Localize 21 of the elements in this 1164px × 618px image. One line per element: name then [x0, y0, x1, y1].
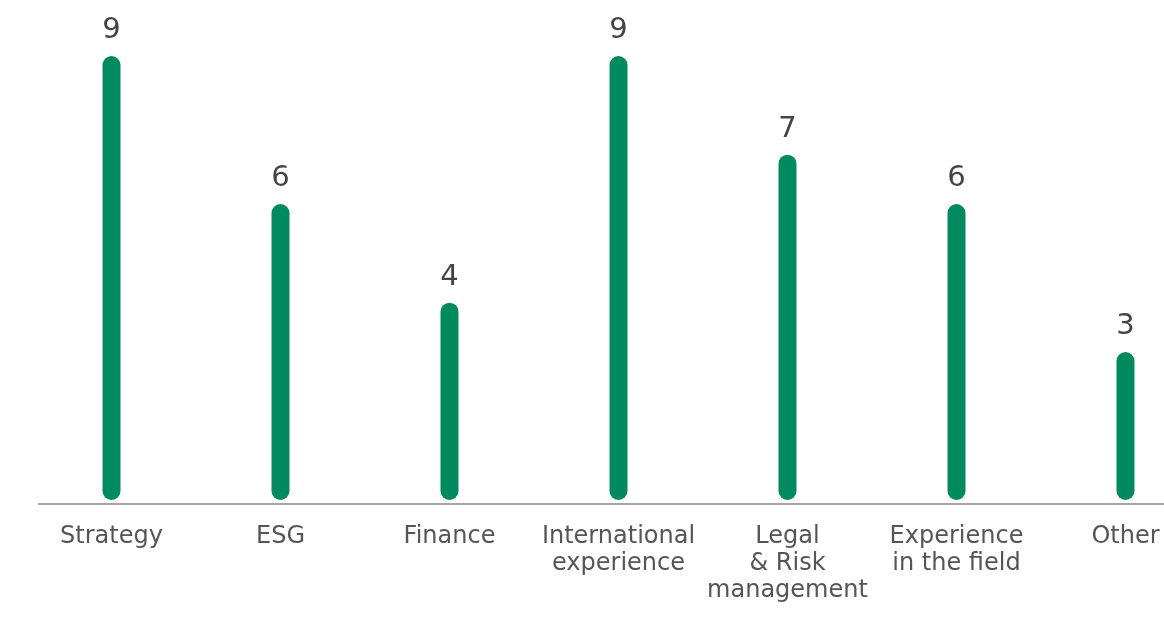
x-tick-label: Experience in the field [889, 521, 1024, 576]
data-label: 6 [271, 159, 290, 193]
bar [609, 56, 628, 500]
x-tick-label: Other [1091, 521, 1160, 549]
data-label: 9 [102, 11, 121, 45]
x-tick-label: Strategy [60, 521, 163, 549]
bar [440, 302, 459, 500]
data-label: 6 [947, 159, 966, 193]
bar [778, 154, 797, 500]
data-label: 9 [609, 11, 628, 45]
x-tick-label: International experience [541, 521, 696, 576]
data-label: 4 [440, 257, 459, 292]
bar [102, 56, 121, 500]
bar [1116, 352, 1135, 500]
bar [947, 204, 966, 500]
data-label: 7 [778, 109, 797, 144]
bar [271, 204, 290, 500]
data-label: 3 [1116, 307, 1135, 341]
x-tick-label: ESG [256, 521, 305, 549]
x-tick-label: Finance [403, 521, 496, 549]
x-tick-label: Legal & Risk management [707, 521, 868, 603]
